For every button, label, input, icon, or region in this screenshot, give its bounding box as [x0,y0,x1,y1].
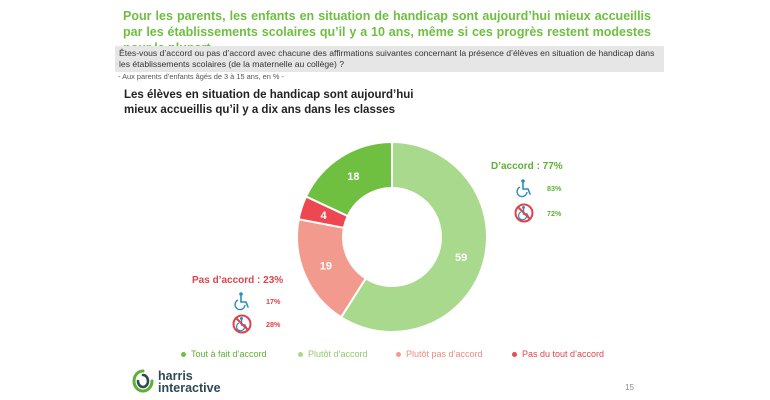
agree-wheelchair-value: 83% [547,184,562,193]
slice-value-label: 59 [455,252,467,264]
page-number: 15 [625,383,634,392]
legend-item: Tout à fait d’accord [181,349,267,359]
question-box: Êtes-vous d’accord ou pas d’accord avec … [115,46,664,72]
logo-text-line2: interactive [158,381,221,395]
disagree-wheelchair-value: 17% [266,297,281,306]
question-text: Êtes-vous d’accord ou pas d’accord avec … [119,48,655,69]
chart-title: Les élèves en situation de handicap sont… [124,89,414,116]
no-wheelchair-icon [232,314,252,334]
legend-item: Pas du tout d’accord [512,349,604,359]
logo-text-line1: harris [158,369,193,383]
base-note: - Aux parents d’enfants âgés de 3 à 15 a… [118,72,284,81]
chart-legend: Tout à fait d’accord Plutôt d’accord Plu… [0,349,770,361]
agree-total-label: D’accord : 77% [491,161,563,172]
disagree-total-label: Pas d’accord : 23% [192,275,284,286]
wheelchair-icon [232,291,252,311]
disagree-no-wheelchair-value: 28% [266,320,281,329]
legend-label: Plutôt d’accord [308,349,368,359]
agree-no-wheelchair-value: 72% [547,209,562,218]
legend-item: Plutôt d’accord [298,349,368,359]
harris-interactive-logo: harris interactive [132,368,252,396]
no-wheelchair-icon [514,203,534,223]
donut-slice [339,140,488,333]
logo-mark-icon [132,369,154,393]
slice-value-label: 18 [347,171,359,183]
logo-text: harris interactive [158,369,221,395]
legend-label: Plutôt pas d’accord [406,349,483,359]
legend-swatch [396,352,401,358]
slice-value-label: 4 [320,210,327,222]
wheelchair-icon [514,178,534,198]
donut-slice [297,195,349,229]
legend-label: Pas du tout d’accord [522,349,605,359]
legend-label: Tout à fait d’accord [191,349,267,359]
legend-swatch [298,352,303,358]
slice-value-label: 19 [320,261,332,273]
legend-swatch [181,352,186,358]
legend-swatch [512,352,517,358]
legend-item: Plutôt pas d’accord [396,349,483,359]
